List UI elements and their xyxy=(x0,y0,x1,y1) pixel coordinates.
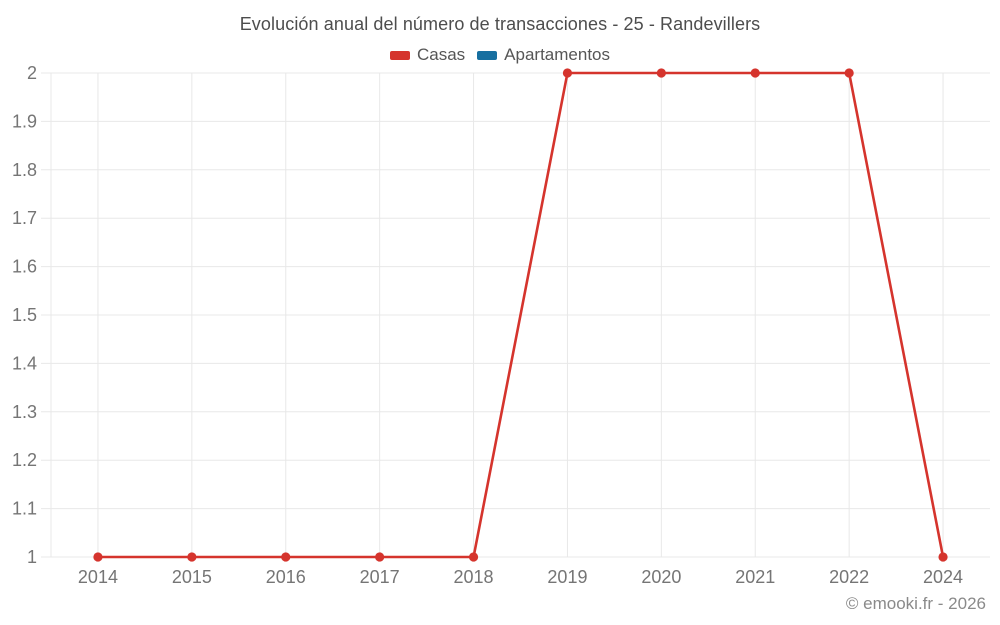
legend-label-apartamentos: Apartamentos xyxy=(504,45,611,64)
legend-item-casas[interactable]: Casas xyxy=(389,45,466,65)
y-axis-tick-label: 1.6 xyxy=(12,257,37,277)
x-axis-tick-label: 2019 xyxy=(547,567,587,587)
data-point-casas[interactable] xyxy=(656,68,666,78)
copyright-watermark: © emooki.fr - 2026 xyxy=(845,594,986,613)
y-axis-tick-label: 1.9 xyxy=(12,111,37,131)
y-axis-tick-label: 1.7 xyxy=(12,208,37,228)
legend-item-apartamentos[interactable]: Apartamentos xyxy=(477,45,610,65)
data-point-casas[interactable] xyxy=(844,68,854,78)
y-axis-tick-label: 1.5 xyxy=(12,305,37,325)
chart-legend: Casas Apartamentos xyxy=(0,45,1000,65)
legend-swatch-casas-icon xyxy=(389,50,410,60)
y-axis-tick-label: 1.8 xyxy=(12,160,37,180)
y-axis-tick-label: 1.1 xyxy=(12,499,37,519)
x-axis-tick-label: 2021 xyxy=(735,567,775,587)
data-point-casas[interactable] xyxy=(938,552,948,562)
series-line-casas xyxy=(96,71,945,559)
data-point-casas[interactable] xyxy=(281,552,291,562)
legend-label-casas: Casas xyxy=(416,45,466,64)
x-axis-tick-label: 2020 xyxy=(641,567,681,587)
data-point-casas[interactable] xyxy=(468,552,479,562)
data-point-casas[interactable] xyxy=(375,552,385,562)
x-axis-tick-label: 2016 xyxy=(266,567,306,587)
legend-swatch-apartamentos-icon xyxy=(477,50,498,60)
y-axis-tick-label: 2 xyxy=(27,63,37,83)
y-axis-tick-label: 1.4 xyxy=(12,353,37,373)
chart-title: Evolución anual del número de transaccio… xyxy=(239,14,761,34)
data-point-casas[interactable] xyxy=(93,552,103,562)
y-axis-tick-label: 1.2 xyxy=(12,450,37,470)
y-axis-tick-label: 1 xyxy=(27,547,37,567)
x-axis-tick-label: 2015 xyxy=(172,567,212,587)
data-point-casas[interactable] xyxy=(750,68,760,78)
x-axis-tick-label: 2022 xyxy=(829,567,869,587)
data-point-casas[interactable] xyxy=(562,68,573,78)
data-point-casas[interactable] xyxy=(187,552,197,562)
y-axis-tick-label: 1.3 xyxy=(12,402,37,422)
x-axis-tick-label: 2014 xyxy=(78,567,118,587)
x-axis-tick-label: 2024 xyxy=(923,567,963,587)
x-axis-tick-label: 2017 xyxy=(360,567,400,587)
x-axis-tick-label: 2018 xyxy=(454,567,494,587)
